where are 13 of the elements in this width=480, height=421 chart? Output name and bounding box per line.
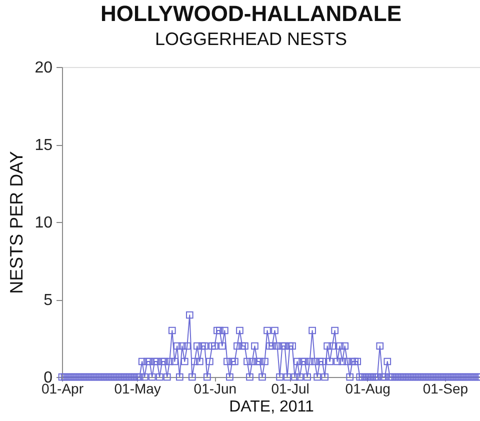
chart-subtitle: LOGGERHEAD NESTS: [154, 29, 348, 49]
x-tick-label: 01-May: [114, 380, 161, 396]
x-axis-title: DATE, 2011: [229, 398, 314, 416]
y-tick-label: 20: [34, 60, 53, 76]
y-tick-label: 15: [34, 137, 53, 154]
y-tick-label: 10: [34, 214, 53, 232]
y-tick-label: 5: [44, 292, 53, 309]
x-tick-label: 01-Sep: [422, 380, 468, 396]
x-tick-label: 01-Jun: [194, 380, 237, 396]
x-tick-label: 01-Jul: [271, 380, 310, 396]
x-tick-label: 01-Aug: [345, 380, 390, 396]
chart-title: HOLLYWOOD-HALLANDALE: [100, 1, 402, 26]
y-axis-title: NESTS PER DAY: [6, 151, 27, 294]
